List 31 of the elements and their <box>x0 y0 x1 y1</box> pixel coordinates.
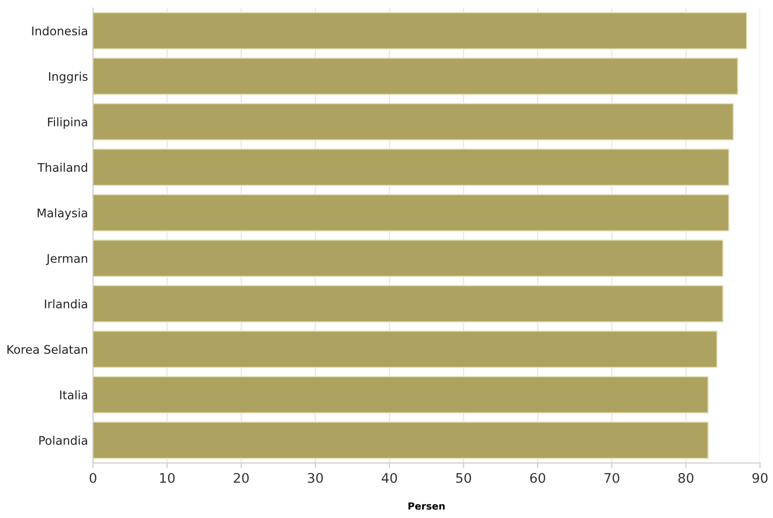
y-tick-label: Jerman <box>46 254 88 266</box>
x-tick-label: 80 <box>678 472 694 483</box>
x-tick-label: 20 <box>234 472 249 483</box>
bar <box>93 12 748 50</box>
bar <box>93 421 709 460</box>
bar <box>93 194 730 232</box>
y-tick-label: Malaysia <box>38 208 88 220</box>
y-tick-label: Irlandia <box>44 299 88 308</box>
x-tick-label: 90 <box>752 472 768 483</box>
x-tick-label: 40 <box>382 472 397 483</box>
bar <box>93 330 718 368</box>
x-tick-label: 10 <box>160 472 175 483</box>
x-tick-label: 0 <box>90 472 96 483</box>
y-tick-label: Korea Selatan <box>7 344 88 354</box>
x-tick-label: 30 <box>308 472 323 483</box>
bar <box>93 148 730 186</box>
y-tick-label: Filipina <box>48 117 88 129</box>
x-tick-label: 60 <box>530 472 546 483</box>
bar <box>93 284 724 323</box>
x-axis-title: Persen <box>408 502 445 510</box>
x-tick-label: 70 <box>604 472 620 483</box>
bar <box>93 102 734 141</box>
bar <box>93 376 709 414</box>
bar <box>93 239 724 278</box>
y-tick-label: Indonesia <box>32 26 88 36</box>
bar <box>93 57 738 96</box>
y-tick-label: Italia <box>60 390 88 400</box>
y-tick-label: Polandia <box>39 436 88 445</box>
x-tick-label: 50 <box>456 472 472 483</box>
y-tick-label: Inggris <box>49 72 88 84</box>
y-tick-label: Thailand <box>37 162 88 172</box>
